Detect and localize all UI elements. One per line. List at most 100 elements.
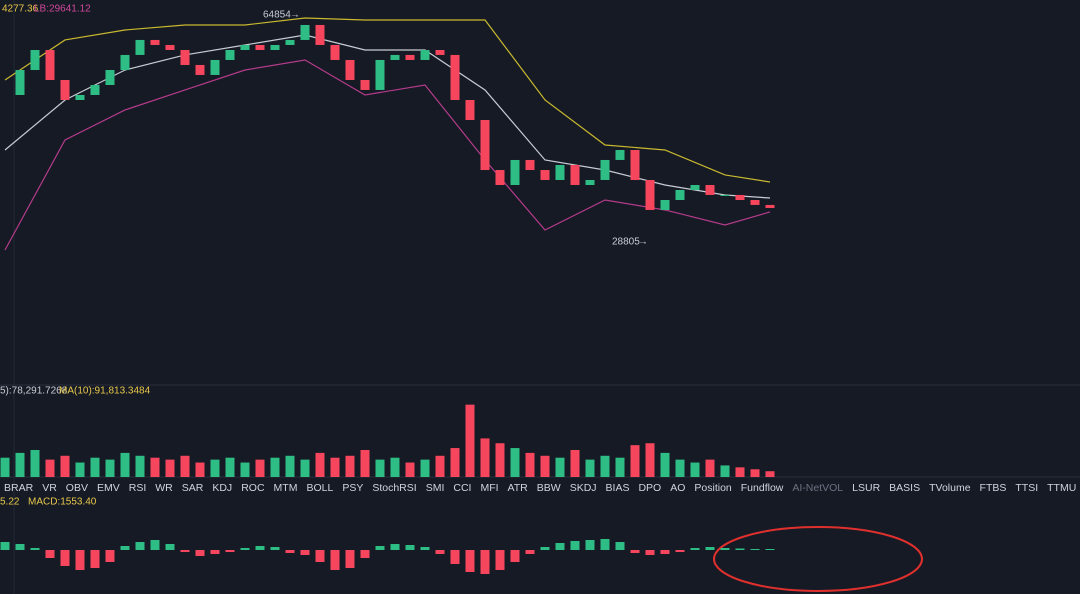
candle: [120, 54, 130, 71]
candle: [690, 185, 700, 190]
indicator-tab[interactable]: ROC: [241, 482, 265, 494]
macd-bar: [720, 548, 730, 550]
volume-bar: [435, 455, 445, 477]
indicator-tab[interactable]: KDJ: [212, 482, 233, 494]
macd-bar: [420, 547, 430, 550]
volume-bar: [390, 457, 400, 477]
macd-bar: [300, 550, 310, 555]
volume-bar: [90, 457, 100, 477]
macd-bar: [270, 547, 280, 550]
macd-bar: [165, 544, 175, 550]
volume-bar: [105, 459, 115, 477]
indicator-tab[interactable]: TTMU: [1047, 482, 1077, 494]
candle: [420, 49, 430, 60]
indicator-tab[interactable]: BASIS: [889, 482, 921, 494]
volume-bar: [555, 457, 565, 477]
macd-bar: [390, 544, 400, 550]
macd-bar: [15, 544, 25, 550]
candle: [735, 194, 745, 200]
candle: [555, 164, 565, 180]
indicator-tab[interactable]: BRAR: [4, 482, 34, 494]
volume-bar: [375, 459, 385, 477]
candle: [90, 85, 100, 95]
volume-bar: [345, 455, 355, 477]
indicator-tab[interactable]: EMV: [96, 482, 120, 494]
indicator-tab[interactable]: FTBS: [979, 482, 1007, 494]
macd-label: 5.22: [0, 497, 20, 508]
indicator-tab[interactable]: Fundflow: [740, 482, 784, 494]
indicator-tab[interactable]: TTSI: [1015, 482, 1039, 494]
volume-bar: [195, 462, 205, 477]
indicator-tab[interactable]: AI-NetVOL: [792, 482, 844, 494]
candle: [180, 49, 190, 65]
volume-bar: [480, 438, 490, 477]
macd-bar: [225, 550, 235, 552]
volume-bar: [600, 455, 610, 477]
candle: [480, 120, 490, 171]
volume-bar: [210, 459, 220, 477]
candle: [240, 44, 250, 50]
indicator-tab[interactable]: RSI: [128, 482, 147, 494]
indicator-tab[interactable]: MTM: [273, 482, 298, 494]
macd-bar: [240, 548, 250, 550]
volume-bar: [165, 459, 175, 477]
macd-bar: [555, 543, 565, 550]
candle: [270, 44, 280, 50]
indicator-tab[interactable]: BOLL: [306, 482, 334, 494]
volume-label: 5):78,291.7268: [0, 386, 68, 397]
candle: [195, 64, 205, 75]
candle: [135, 39, 145, 55]
volume-bar: [285, 455, 295, 477]
indicator-tab[interactable]: MFI: [480, 482, 499, 494]
indicator-tab[interactable]: CCI: [453, 482, 472, 494]
candle: [465, 99, 475, 121]
volume-bar: [300, 459, 310, 477]
macd-bar: [120, 546, 130, 550]
macd-label: MACD:1553.40: [28, 497, 97, 508]
indicator-tab[interactable]: StochRSI: [372, 482, 417, 494]
arrow: →: [638, 237, 648, 248]
indicator-tab[interactable]: OBV: [65, 482, 88, 494]
indicator-tab[interactable]: TVolume: [929, 482, 971, 494]
indicator-tab[interactable]: SAR: [181, 482, 204, 494]
indicator-tab[interactable]: WR: [155, 482, 173, 494]
band-line: [4, 34, 771, 199]
indicator-tab[interactable]: AO: [670, 482, 686, 494]
volume-bar: [15, 452, 25, 477]
indicator-tab[interactable]: SMI: [425, 482, 445, 494]
indicator-tabs: BRAR VR OBV EMV RSI WR SAR KDJ ROC MTM BOLL PSY Stoc…: [4, 482, 1080, 494]
volume-bar: [525, 452, 535, 477]
candle: [765, 204, 775, 208]
indicator-tab[interactable]: LSUR: [852, 482, 881, 494]
macd-bar: [570, 541, 580, 550]
indicator-tab[interactable]: BBW: [536, 482, 561, 494]
top-label: 4277.36: [2, 4, 39, 15]
indicator-tab[interactable]: BIAS: [605, 482, 630, 494]
indicator-tab[interactable]: PSY: [342, 482, 364, 494]
candle: [150, 39, 160, 45]
indicator-tab[interactable]: VR: [42, 482, 57, 494]
indicator-tab[interactable]: DPO: [638, 482, 662, 494]
candle: [645, 179, 655, 210]
macd-bar: [435, 550, 445, 554]
volume-bar: [540, 455, 550, 477]
candle: [750, 199, 760, 205]
candle: [255, 44, 265, 50]
volume-bar: [630, 445, 640, 477]
volume-bar: [240, 462, 250, 477]
indicator-tab[interactable]: SKDJ: [569, 482, 597, 494]
indicator-tab[interactable]: ATR: [507, 482, 528, 494]
volume-bar: [750, 469, 760, 477]
top-label: LB:29641.12: [34, 4, 91, 15]
indicator-tab[interactable]: Position: [694, 482, 732, 494]
candle: [345, 59, 355, 80]
macd-bar: [675, 550, 685, 552]
macd-bar: [285, 550, 295, 553]
volume-bar: [465, 404, 475, 477]
candle: [285, 39, 295, 45]
volume-bar: [255, 459, 265, 477]
macd-bar: [450, 550, 460, 564]
macd-bar: [750, 549, 760, 550]
macd-bar: [180, 550, 190, 552]
candle: [330, 44, 340, 60]
